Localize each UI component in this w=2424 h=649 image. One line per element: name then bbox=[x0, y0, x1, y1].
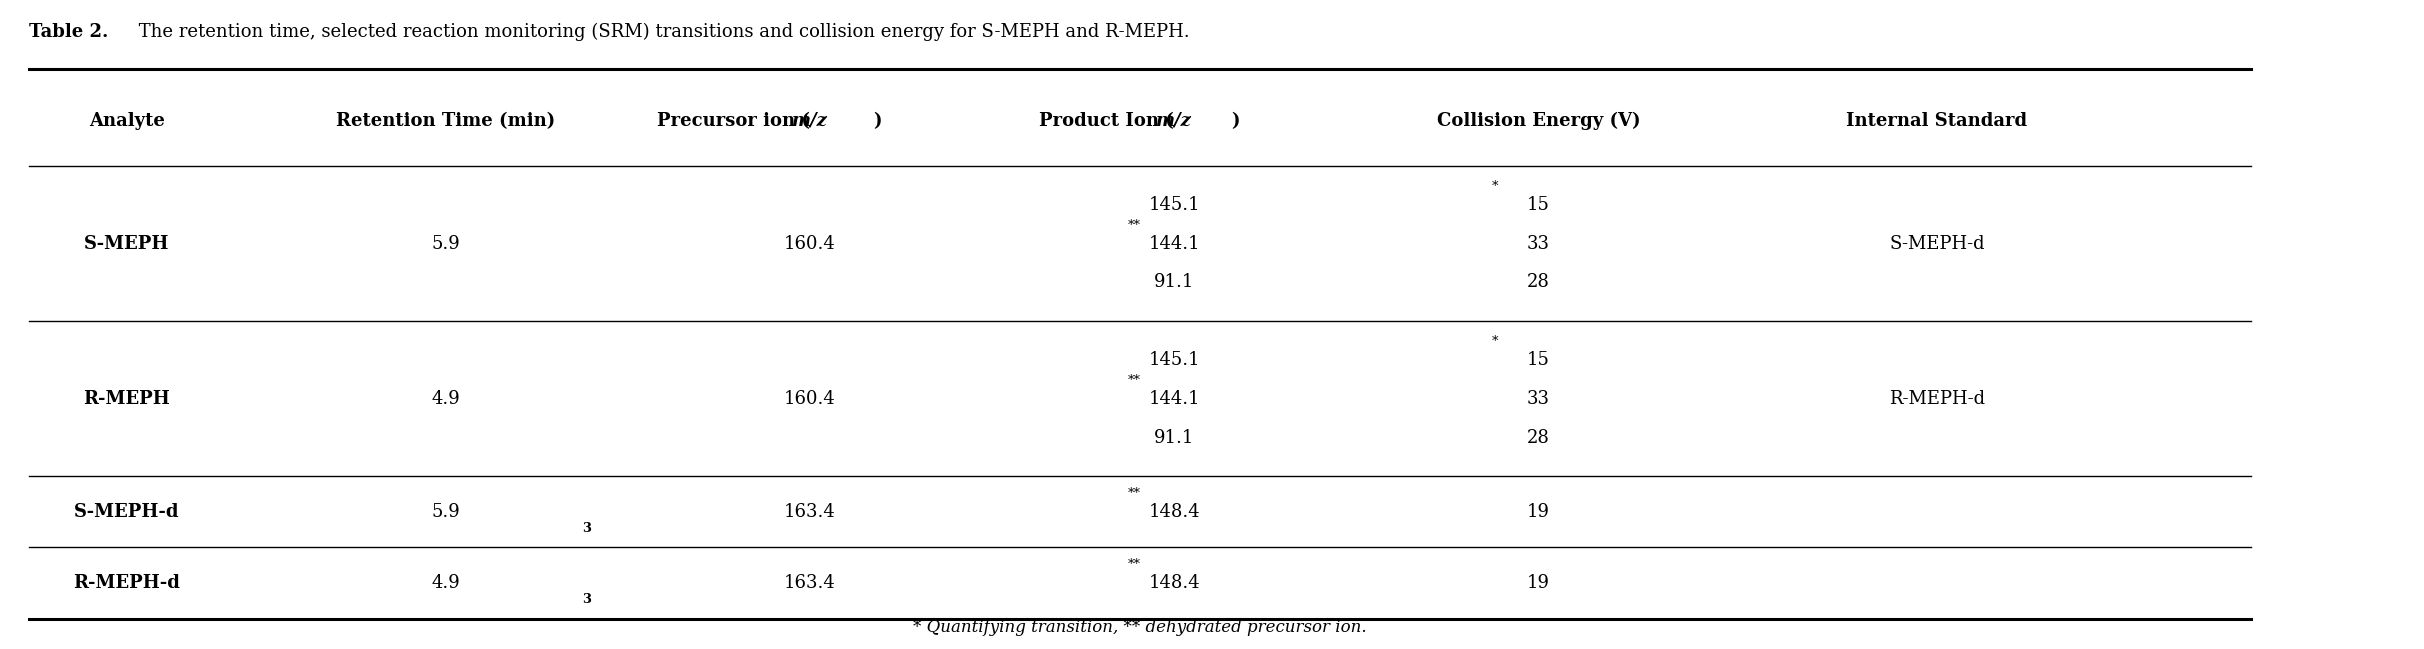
Text: Internal Standard: Internal Standard bbox=[1847, 112, 2026, 130]
Text: R-MEPH-d: R-MEPH-d bbox=[73, 574, 179, 592]
Text: 145.1: 145.1 bbox=[1149, 196, 1200, 214]
Text: **: ** bbox=[1127, 374, 1142, 387]
Text: 144.1: 144.1 bbox=[1149, 235, 1200, 252]
Text: ): ) bbox=[873, 112, 882, 130]
Text: 15: 15 bbox=[1527, 351, 1549, 369]
Text: ): ) bbox=[1231, 112, 1239, 130]
Text: 160.4: 160.4 bbox=[783, 390, 836, 408]
Text: R-MEPH-d: R-MEPH-d bbox=[1888, 390, 1985, 408]
Text: 4.9: 4.9 bbox=[431, 390, 461, 408]
Text: 33: 33 bbox=[1527, 235, 1549, 252]
Text: m/z: m/z bbox=[1156, 112, 1193, 130]
Text: 3: 3 bbox=[582, 593, 591, 606]
Text: 91.1: 91.1 bbox=[1154, 273, 1195, 291]
Text: Retention Time (min): Retention Time (min) bbox=[337, 112, 555, 130]
Text: 145.1: 145.1 bbox=[1149, 351, 1200, 369]
Text: Analyte: Analyte bbox=[90, 112, 165, 130]
Text: Precursor ion (: Precursor ion ( bbox=[657, 112, 810, 130]
Text: **: ** bbox=[1127, 558, 1142, 571]
Text: 148.4: 148.4 bbox=[1149, 574, 1200, 592]
Text: Collision Energy (V): Collision Energy (V) bbox=[1437, 112, 1641, 130]
Text: 148.4: 148.4 bbox=[1149, 503, 1200, 521]
Text: 4.9: 4.9 bbox=[431, 574, 461, 592]
Text: S-MEPH-d: S-MEPH-d bbox=[1888, 235, 1985, 252]
Text: 91.1: 91.1 bbox=[1154, 428, 1195, 447]
Text: * Quantifying transition, ** dehydrated precursor ion.: * Quantifying transition, ** dehydrated … bbox=[914, 619, 1367, 636]
Text: m/z: m/z bbox=[793, 112, 827, 130]
Text: 5.9: 5.9 bbox=[431, 235, 461, 252]
Text: 15: 15 bbox=[1527, 196, 1549, 214]
Text: 144.1: 144.1 bbox=[1149, 390, 1200, 408]
Text: 19: 19 bbox=[1527, 574, 1549, 592]
Text: 163.4: 163.4 bbox=[783, 503, 836, 521]
Text: 163.4: 163.4 bbox=[783, 574, 836, 592]
Text: **: ** bbox=[1127, 487, 1142, 500]
Text: 160.4: 160.4 bbox=[783, 235, 836, 252]
Text: 5.9: 5.9 bbox=[431, 503, 461, 521]
Text: Product Ion (: Product Ion ( bbox=[1040, 112, 1173, 130]
Text: 28: 28 bbox=[1527, 428, 1549, 447]
Text: Table 2.: Table 2. bbox=[29, 23, 109, 41]
Text: S-MEPH-d: S-MEPH-d bbox=[73, 503, 179, 521]
Text: 19: 19 bbox=[1527, 503, 1549, 521]
Text: *: * bbox=[1493, 180, 1498, 193]
Text: S-MEPH: S-MEPH bbox=[85, 235, 170, 252]
Text: The retention time, selected reaction monitoring (SRM) transitions and collision: The retention time, selected reaction mo… bbox=[133, 23, 1190, 41]
Text: *: * bbox=[1493, 336, 1498, 349]
Text: 28: 28 bbox=[1527, 273, 1549, 291]
Text: **: ** bbox=[1127, 219, 1142, 232]
Text: R-MEPH: R-MEPH bbox=[82, 390, 170, 408]
Text: 33: 33 bbox=[1527, 390, 1549, 408]
Text: 3: 3 bbox=[582, 522, 591, 535]
